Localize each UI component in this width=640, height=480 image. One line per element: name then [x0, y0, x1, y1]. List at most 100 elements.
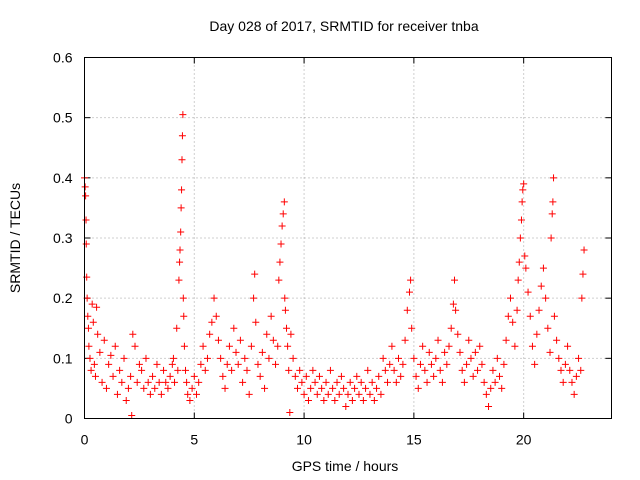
data-point — [86, 354, 94, 362]
data-point — [386, 360, 394, 368]
data-point — [357, 378, 365, 386]
x-tick-label: 0 — [81, 432, 89, 448]
data-point — [81, 183, 89, 191]
data-point — [118, 378, 126, 386]
data-point — [521, 252, 529, 260]
data-point — [438, 378, 446, 386]
y-tick-label: 0.3 — [53, 230, 73, 246]
data-point — [434, 336, 442, 344]
data-point — [324, 390, 332, 398]
data-point — [89, 318, 97, 326]
data-point — [467, 354, 475, 362]
data-point — [419, 342, 427, 350]
data-point — [188, 384, 196, 392]
data-point — [90, 360, 98, 368]
data-point — [197, 360, 205, 368]
y-tick-label: 0.2 — [53, 290, 73, 306]
data-point — [225, 342, 233, 350]
data-point — [511, 342, 519, 350]
data-point — [293, 384, 301, 392]
data-point — [351, 384, 359, 392]
data-point — [93, 303, 101, 311]
data-point — [195, 378, 203, 386]
tick-layer: 0 0.1 0.2 0.3 0.4 0.5 0.6 0 5 10 15 20 — [53, 50, 612, 448]
data-point — [526, 312, 534, 320]
data-point — [219, 372, 227, 380]
data-point — [100, 336, 108, 344]
data-point — [456, 348, 464, 356]
data-point — [140, 384, 148, 392]
data-point — [178, 186, 186, 194]
data-point — [133, 378, 141, 386]
data-point — [223, 360, 231, 368]
data-point — [184, 390, 192, 398]
data-point — [180, 312, 188, 320]
data-point — [307, 384, 315, 392]
data-point — [570, 390, 578, 398]
y-tick-label: 0.4 — [53, 170, 73, 186]
data-point — [88, 300, 96, 308]
data-point — [206, 330, 214, 338]
data-point — [82, 240, 90, 248]
data-point — [449, 300, 457, 308]
data-point — [84, 312, 92, 320]
y-tick-label: 0.1 — [53, 350, 73, 366]
data-point — [550, 312, 558, 320]
data-point — [177, 204, 185, 212]
plot-frame — [84, 57, 612, 419]
data-point — [199, 342, 207, 350]
data-point — [265, 354, 273, 362]
data-point — [329, 384, 337, 392]
data-point — [401, 336, 409, 344]
data-point — [84, 324, 92, 332]
data-point — [493, 354, 501, 362]
data-point — [537, 282, 545, 290]
data-point — [241, 354, 249, 362]
data-point — [144, 378, 152, 386]
data-point — [210, 294, 218, 302]
data-point — [355, 390, 363, 398]
data-point — [572, 372, 580, 380]
data-point — [315, 372, 323, 380]
x-axis-label: GPS time / hours — [292, 458, 399, 474]
data-point — [311, 378, 319, 386]
data-point — [252, 318, 260, 326]
data-point — [397, 372, 405, 380]
data-point — [180, 342, 188, 350]
data-point — [171, 378, 179, 386]
data-point — [296, 366, 304, 374]
data-point — [155, 378, 163, 386]
data-point — [407, 276, 415, 284]
data-point — [447, 324, 455, 332]
data-point — [487, 384, 495, 392]
data-point — [518, 198, 526, 206]
data-point — [430, 372, 438, 380]
data-point — [509, 318, 517, 326]
data-point — [528, 342, 536, 350]
data-point — [559, 378, 567, 386]
data-point — [151, 384, 159, 392]
data-point — [370, 396, 378, 404]
data-point — [116, 366, 124, 374]
data-point — [531, 360, 539, 368]
data-point — [212, 312, 220, 320]
data-point — [513, 306, 521, 314]
data-point — [471, 348, 479, 356]
data-point — [318, 384, 326, 392]
data-point — [178, 132, 186, 140]
y-tick-label: 0 — [65, 411, 73, 427]
data-point — [421, 366, 429, 374]
data-point — [524, 288, 532, 296]
data-point — [566, 366, 574, 374]
data-point — [111, 342, 119, 350]
data-point — [164, 384, 172, 392]
data-point — [280, 198, 288, 206]
data-point — [561, 360, 569, 368]
data-point — [169, 354, 177, 362]
data-point — [85, 342, 93, 350]
data-point — [580, 246, 588, 254]
data-point — [98, 378, 106, 386]
data-point — [564, 342, 572, 350]
data-point — [201, 366, 209, 374]
data-point — [557, 366, 565, 374]
